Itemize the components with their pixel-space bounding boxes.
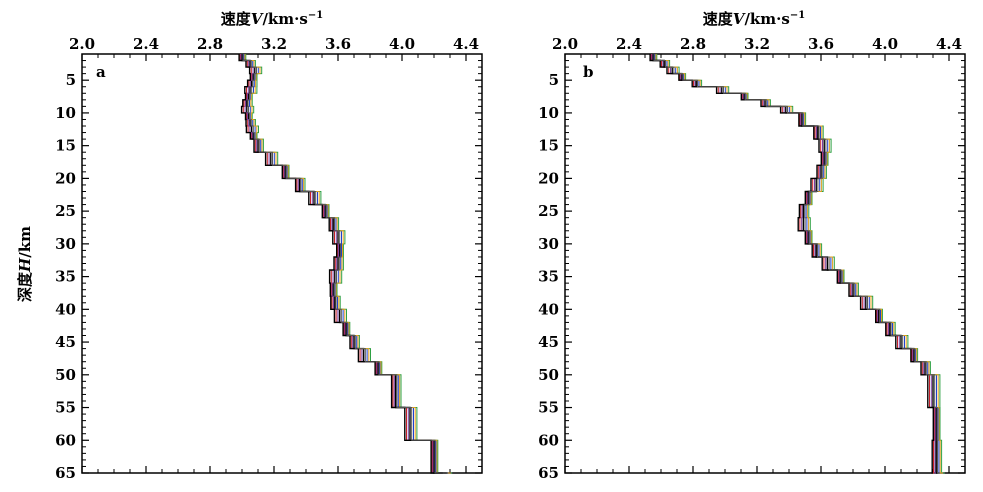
velocity-profile-line bbox=[654, 54, 942, 474]
y-tick-label: 50 bbox=[538, 366, 559, 384]
y-axis-title: 深度H/km bbox=[16, 226, 34, 302]
x-tick-label: 3.6 bbox=[808, 35, 834, 53]
y-tick-label: 40 bbox=[538, 300, 559, 318]
y-tick-label: 15 bbox=[55, 137, 76, 155]
velocity-profile-line bbox=[244, 54, 451, 474]
y-tick-label: 10 bbox=[538, 104, 559, 122]
y-tick-label: 60 bbox=[55, 431, 76, 449]
y-tick-label: 10 bbox=[55, 104, 76, 122]
x-tick-label: 2.0 bbox=[69, 35, 95, 53]
panel-label-a: a bbox=[96, 63, 106, 81]
y-tick-label: 55 bbox=[55, 399, 76, 417]
y-tick-label: 30 bbox=[55, 235, 76, 253]
y-tick-label: 20 bbox=[538, 169, 559, 187]
velocity-profile-line bbox=[241, 54, 447, 474]
velocity-profile-line bbox=[649, 54, 934, 474]
velocity-profile-line bbox=[652, 54, 938, 474]
x-tick-label: 2.4 bbox=[616, 35, 642, 53]
x-tick-label: 2.8 bbox=[197, 35, 223, 53]
y-tick-label: 55 bbox=[538, 399, 559, 417]
plot-frame bbox=[564, 53, 966, 474]
y-tick-label: 40 bbox=[55, 300, 76, 318]
velocity-profile-line bbox=[653, 54, 940, 474]
panel-a: 速度V/km·s−1 深度H/km a 2.0 2.4 2.8 3.2 3.6 4.0 4.… bbox=[16, 10, 483, 482]
panel-b: 速度V/km·s−1 b 2.0 2.4 2.8 3.2 3.6 4.0 4.4 5 10 15 2… bbox=[538, 10, 966, 482]
y-tick-label: 5 bbox=[549, 71, 559, 89]
y-tick-label: 65 bbox=[55, 464, 76, 482]
velocity-profile-line bbox=[650, 54, 935, 474]
y-tick-label: 5 bbox=[66, 71, 76, 89]
x-tick-label: 2.4 bbox=[133, 35, 159, 53]
y-tick-label: 60 bbox=[538, 431, 559, 449]
y-tick-label: 25 bbox=[538, 202, 559, 220]
y-tick-label: 30 bbox=[538, 235, 559, 253]
x-tick-label: 3.6 bbox=[325, 35, 351, 53]
x-tick-label: 4.0 bbox=[389, 35, 415, 53]
y-tick-label: 20 bbox=[55, 169, 76, 187]
x-tick-label: 2.0 bbox=[552, 35, 578, 53]
y-tick-label: 45 bbox=[538, 333, 559, 351]
x-tick-label: 3.2 bbox=[744, 35, 770, 53]
velocity-profile-line bbox=[243, 54, 450, 474]
y-tick-label: 25 bbox=[55, 202, 76, 220]
velocity-profile-line bbox=[651, 54, 937, 474]
y-tick-label: 45 bbox=[55, 333, 76, 351]
plot-frame bbox=[81, 53, 483, 474]
x-tick-label: 4.0 bbox=[872, 35, 898, 53]
x-tick-label: 4.4 bbox=[453, 35, 479, 53]
x-axis-title: 速度V/km·s−1 bbox=[703, 10, 805, 28]
y-tick-label: 65 bbox=[538, 464, 559, 482]
panel-label-b: b bbox=[583, 63, 594, 81]
velocity-profile-line bbox=[245, 54, 453, 474]
y-tick-label: 35 bbox=[538, 268, 559, 286]
x-tick-label: 3.2 bbox=[261, 35, 287, 53]
y-tick-label: 50 bbox=[55, 366, 76, 384]
y-tick-label: 35 bbox=[55, 268, 76, 286]
x-tick-label: 4.4 bbox=[936, 35, 962, 53]
velocity-profile-line bbox=[242, 54, 449, 474]
x-tick-label: 2.8 bbox=[680, 35, 706, 53]
y-tick-label: 15 bbox=[538, 137, 559, 155]
x-axis-title: 速度V/km·s−1 bbox=[221, 10, 323, 28]
